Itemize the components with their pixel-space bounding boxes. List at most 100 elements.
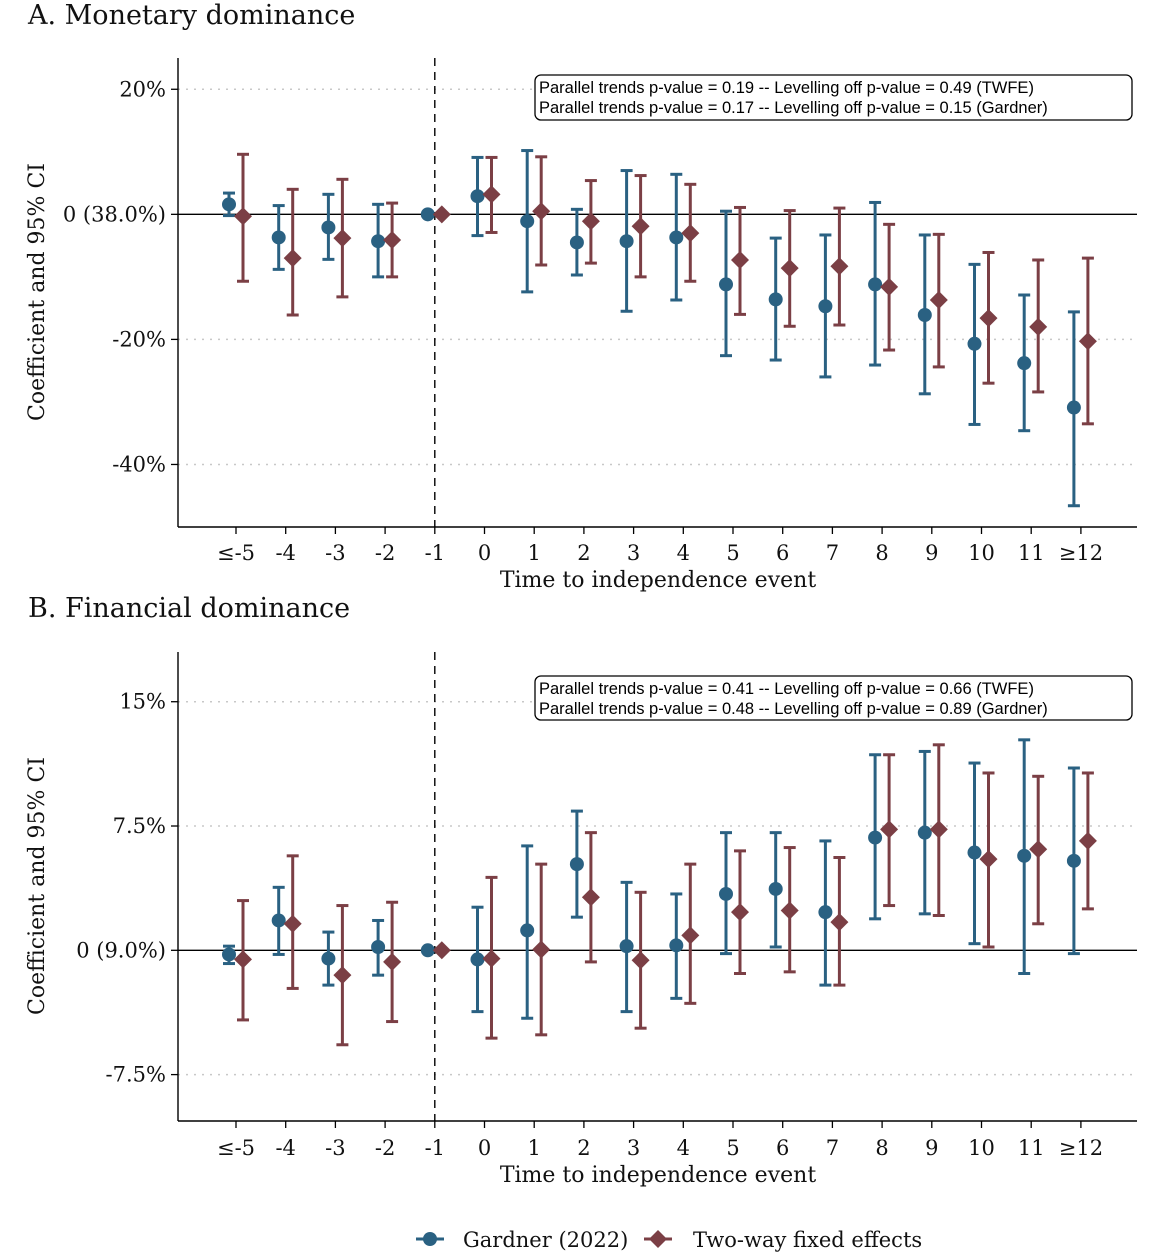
point-estimate-diamond <box>234 950 252 969</box>
point-estimate-circle <box>222 947 236 962</box>
point-estimate-diamond <box>681 224 700 243</box>
legend-item-twfe: Two-way fixed effects <box>644 1228 922 1252</box>
legend-label-twfe: Two-way fixed effects <box>693 1228 922 1252</box>
point-estimate-diamond <box>681 926 700 945</box>
point-estimate-circle <box>768 881 783 896</box>
point-estimate-circle <box>768 292 783 307</box>
legend-circle-marker-icon <box>423 1232 437 1246</box>
x-tick-label: -3 <box>325 541 345 565</box>
point-estimate-circle <box>321 951 336 966</box>
point-estimate-diamond <box>1078 831 1097 850</box>
point-estimate-circle <box>271 913 286 928</box>
annotation-line-twfe: Parallel trends p-value = 0.19 -- Levell… <box>539 79 1034 97</box>
y-tick-label: -40% <box>112 452 166 476</box>
x-tick-label: ≤-5 <box>217 541 255 565</box>
point-estimate-circle <box>719 277 733 292</box>
point-estimate-diamond <box>830 913 849 932</box>
x-tick-label: 9 <box>925 1136 938 1160</box>
x-tick-label: -1 <box>425 1136 445 1160</box>
x-tick-label: -2 <box>375 1136 395 1160</box>
point-estimate-diamond <box>432 941 451 960</box>
point-estimate-circle <box>520 923 535 938</box>
panel-title: A. Monetary dominance <box>27 0 355 31</box>
point-estimate-diamond <box>581 888 600 907</box>
point-estimate-diamond <box>631 217 650 236</box>
point-estimate-diamond <box>333 966 352 985</box>
point-estimate-diamond <box>780 259 799 278</box>
y-tick-label: 7.5% <box>113 814 166 838</box>
x-tick-label: 5 <box>726 1136 739 1160</box>
panel-financial-dominance: B. Financial dominance 15% 7.5% 0 (9.0%) -7… <box>25 593 1137 1188</box>
point-estimate-circle <box>917 825 932 840</box>
annotation-box <box>534 74 1133 121</box>
point-estimate-circle <box>321 220 336 235</box>
panel-monetary-dominance: A. Monetary dominance 20% 0 (38.0%) -20% -4… <box>25 0 1137 593</box>
point-estimate-diamond <box>979 309 998 328</box>
annotation-box <box>534 675 1133 721</box>
point-estimate-circle <box>669 938 684 953</box>
point-estimate-diamond <box>780 901 799 920</box>
point-estimate-circle <box>619 234 634 249</box>
point-estimate-circle <box>371 939 386 954</box>
point-estimate-diamond <box>1029 317 1048 336</box>
x-tick-label: 10 <box>968 541 995 565</box>
x-tick-label: ≥12 <box>1059 1136 1103 1160</box>
point-estimate-diamond <box>333 229 352 248</box>
point-estimate-circle <box>1066 853 1081 868</box>
point-estimate-diamond <box>383 952 402 971</box>
point-estimate-diamond <box>929 820 948 839</box>
y-tick-label: 20% <box>119 77 166 101</box>
point-estimate-diamond <box>234 207 252 226</box>
point-estimate-circle <box>271 230 286 245</box>
point-estimate-circle <box>917 308 932 323</box>
legend-diamond-marker-icon <box>649 1230 667 1248</box>
point-estimate-diamond <box>532 940 551 959</box>
x-tick-label: 10 <box>968 1136 995 1160</box>
point-estimate-diamond <box>880 820 899 839</box>
series-gardner <box>222 149 1081 508</box>
x-tick-label: 6 <box>776 1136 789 1160</box>
point-estimate-circle <box>967 845 982 860</box>
annotation-line-gardner: Parallel trends p-value = 0.17 -- Levell… <box>539 99 1048 117</box>
point-estimate-circle <box>1066 400 1081 415</box>
x-tick-label: 3 <box>627 541 640 565</box>
point-estimate-circle <box>420 207 435 222</box>
x-tick-label: -4 <box>275 541 295 565</box>
panel-title: B. Financial dominance <box>28 593 350 624</box>
y-tick-label: 0 (38.0%) <box>63 202 166 226</box>
y-axis-label: Coefficient and 95% CI <box>25 163 50 421</box>
point-estimate-diamond <box>979 850 998 869</box>
point-estimate-circle <box>470 952 485 967</box>
point-estimate-diamond <box>482 185 501 204</box>
point-estimate-diamond <box>1029 840 1048 859</box>
point-estimate-diamond <box>283 249 302 268</box>
y-tick-label: 0 (9.0%) <box>76 938 166 962</box>
x-tick-label: 5 <box>726 541 739 565</box>
x-tick-label: 4 <box>677 541 690 565</box>
x-tick-label: 7 <box>826 541 839 565</box>
point-estimate-diamond <box>1078 332 1097 351</box>
y-tick-label: -20% <box>112 327 166 351</box>
point-estimate-diamond <box>482 949 501 968</box>
y-tick-label: -7.5% <box>106 1063 166 1087</box>
x-tick-label: 0 <box>478 1136 491 1160</box>
point-estimate-circle <box>371 234 386 249</box>
x-tick-label: 11 <box>1018 1136 1045 1160</box>
p-value-annotation: Parallel trends p-value = 0.41 -- Levell… <box>534 675 1133 721</box>
x-tick-label: -3 <box>325 1136 345 1160</box>
point-estimate-circle <box>818 905 833 920</box>
x-tick-label: 0 <box>478 541 491 565</box>
x-tick-label: 4 <box>677 1136 690 1160</box>
x-tick-label: 11 <box>1018 541 1045 565</box>
series-twfe <box>234 152 1097 426</box>
x-tick-label: 8 <box>875 541 888 565</box>
point-estimate-circle <box>669 230 684 245</box>
point-estimate-circle <box>868 277 883 292</box>
series-gardner <box>222 738 1081 1020</box>
x-tick-label: 1 <box>528 1136 541 1160</box>
point-estimate-diamond <box>731 250 749 269</box>
point-estimate-circle <box>222 197 236 212</box>
point-estimate-diamond <box>283 914 302 933</box>
x-tick-label: -2 <box>375 541 395 565</box>
